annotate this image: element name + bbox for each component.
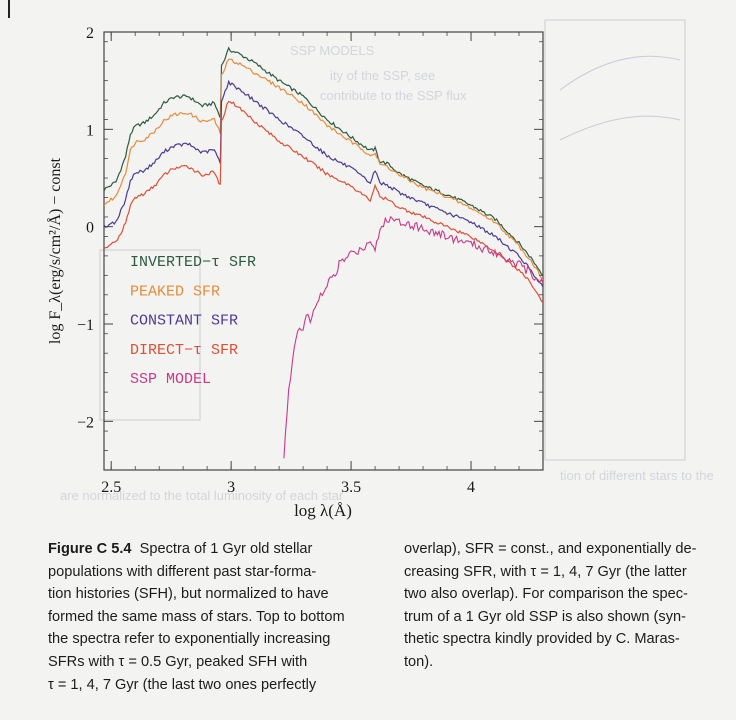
series-line xyxy=(104,79,543,288)
y-tick-label: 0 xyxy=(86,220,94,237)
series-line xyxy=(104,58,543,280)
legend-entry: SSP MODEL xyxy=(130,371,211,388)
series-line xyxy=(104,46,543,276)
caption-right-column: overlap), SFR = const., and exponentiall… xyxy=(404,538,697,674)
figure-label: Figure C 5.4 xyxy=(48,541,132,557)
caption-line: two also overlap). For comparison the sp… xyxy=(404,586,688,603)
legend-entry: INVERTED−τ SFR xyxy=(130,254,256,271)
caption-line: formed the same mass of stars. Top to bo… xyxy=(48,608,345,625)
y-tick-label: −2 xyxy=(77,414,94,431)
caption-line: Figure C 5.4 Spectra of 1 Gyr old stella… xyxy=(48,538,374,561)
caption-line: tion histories (SFH), but normalized to … xyxy=(48,586,329,603)
legend-entry: CONSTANT SFR xyxy=(130,313,238,330)
series-layer xyxy=(104,46,543,459)
caption-text: Spectra of 1 Gyr old stellar xyxy=(139,541,313,557)
y-axis-label: log F_λ(erg/s/cm²/Å) − const xyxy=(46,157,64,344)
y-axis-ticks: −2 −1 0 1 2 xyxy=(77,25,543,471)
plot-frame xyxy=(103,31,544,471)
x-axis-ticks: 2.5 3 3.5 4 xyxy=(101,32,544,496)
y-tick-label: 1 xyxy=(86,122,94,139)
legend-entry: PEAKED SFR xyxy=(130,283,220,300)
x-tick-label: 2.5 xyxy=(101,479,121,496)
legend: INVERTED−τ SFR PEAKED SFR CONSTANT SFR DIRE… xyxy=(130,254,256,388)
x-tick-label: 4 xyxy=(467,479,475,496)
caption-left-column: Figure C 5.4 Spectra of 1 Gyr old stella… xyxy=(48,538,374,696)
caption-line: the spectra refer to exponentially incre… xyxy=(48,631,331,648)
caption-line: trum of a 1 Gyr old SSP is also shown (s… xyxy=(404,608,686,625)
caption-line: SFRs with τ = 0.5 Gyr, peaked SFH with xyxy=(48,653,308,670)
x-axis-label: log λ(Å) xyxy=(294,501,352,520)
page-edge-mark xyxy=(8,0,10,18)
y-tick-label: −1 xyxy=(77,317,94,334)
caption-line: overlap), SFR = const., and exponentiall… xyxy=(404,541,697,557)
x-tick-label: 3 xyxy=(227,479,235,496)
legend-entry: DIRECT−τ SFR xyxy=(130,342,238,359)
x-tick-label: 3.5 xyxy=(341,479,361,496)
y-tick-label: 2 xyxy=(86,25,94,42)
caption-line: τ = 1, 4, 7 Gyr (the last two ones perfe… xyxy=(48,676,317,693)
series-line xyxy=(104,100,543,304)
series-line xyxy=(283,215,543,459)
caption-line: populations with different past star-for… xyxy=(48,563,317,580)
caption-line: creasing SFR, with τ = 1, 4, 7 Gyr (the … xyxy=(404,563,687,580)
caption-line: ton). xyxy=(404,653,434,670)
figure-caption: Figure C 5.4 Spectra of 1 Gyr old stella… xyxy=(48,538,696,693)
caption-line: thetic spectra kindly provided by C. Mar… xyxy=(404,631,680,648)
spectra-chart: 2.5 3 3.5 4 −2 −1 0 1 2 INVERTED−τ SFR PEAKED SF… xyxy=(46,25,544,520)
